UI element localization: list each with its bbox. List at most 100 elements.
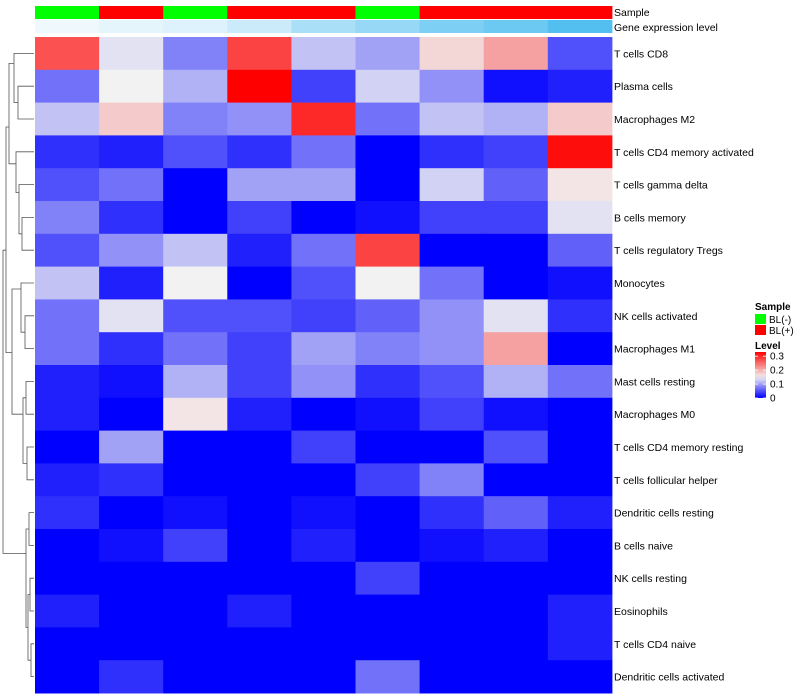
heatmap-cell: [291, 561, 356, 596]
heatmap-cell: [227, 266, 292, 300]
heatmap-cell: [547, 627, 613, 661]
heatmap-cell: [355, 660, 421, 694]
heatmap-cell: [483, 102, 549, 136]
heatmap-cell: [291, 496, 356, 530]
heatmap-cell: [483, 299, 549, 333]
sample-annotation-cell: [227, 6, 292, 19]
heatmap-cell: [99, 266, 164, 300]
dendrogram-branch: [21, 217, 34, 251]
column-annotations: [35, 6, 613, 33]
legend-sample-label: BL(-): [769, 315, 791, 326]
heatmap-cell: [547, 69, 613, 104]
heatmap-cell: [291, 69, 356, 104]
row-label: Plasma cells: [614, 81, 673, 93]
sample-annotation-label: Sample: [614, 7, 650, 19]
dendrogram-branch: [11, 288, 23, 415]
heatmap-cell: [35, 102, 100, 136]
row-label: Mast cells resting: [614, 376, 695, 388]
heatmap-cell: [163, 529, 228, 563]
heatmap-cell: [163, 299, 228, 333]
heatmap-cell: [35, 201, 100, 235]
row-label: Dendritic cells activated: [614, 672, 724, 684]
heatmap-cell: [483, 365, 549, 399]
row-labels: T cells CD8 Plasma cells Macrophages M2 T c…: [614, 48, 754, 683]
heatmap-cell: [419, 266, 485, 300]
heatmap-cell: [99, 102, 164, 136]
heatmap-cell: [99, 496, 164, 530]
legend-sample-swatch: [755, 314, 766, 324]
heatmap-cell: [419, 561, 485, 596]
heatmap-cell: [355, 233, 421, 268]
heatmap-cell: [419, 594, 485, 628]
dendrogram-branch: [22, 397, 27, 464]
heatmap-cell: [547, 102, 613, 136]
heatmap-cell: [163, 233, 228, 268]
heatmap-cell: [419, 233, 485, 268]
heatmap-cell: [419, 102, 485, 136]
heatmap-cell: [99, 299, 164, 333]
heatmap-cell: [291, 463, 356, 497]
heatmap-cell: [99, 660, 164, 694]
heatmap-cell: [99, 37, 164, 71]
dendrogram-branch: [2, 249, 26, 554]
heatmap-cell: [35, 332, 100, 366]
expression-annotation-cell: [355, 20, 421, 33]
heatmap-cell: [291, 102, 356, 136]
heatmap-cell: [355, 594, 421, 628]
heatmap-cell: [227, 627, 292, 661]
heatmap-cell: [355, 463, 421, 497]
heatmap-cell: [291, 397, 356, 432]
heatmap-cell: [547, 430, 613, 464]
dendrogram-branch: [5, 126, 12, 353]
heatmap-cells: [35, 37, 613, 694]
row-label: Macrophages M0: [614, 409, 695, 421]
dendrogram-branch: [15, 151, 34, 193]
sample-annotation-cell: [419, 6, 485, 19]
heatmap-cell: [355, 529, 421, 563]
dendrogram-branch: [27, 594, 31, 661]
legend-level-label: 0.2: [770, 366, 784, 377]
heatmap-cell: [547, 529, 613, 563]
heatmap-cell: [547, 266, 613, 300]
heatmap-cell: [483, 37, 549, 71]
expression-annotation-cell: [163, 20, 228, 33]
heatmap-cell: [547, 37, 613, 71]
heatmap-cell: [419, 529, 485, 563]
heatmap-cell: [291, 332, 356, 366]
heatmap-cell: [483, 233, 549, 268]
heatmap-cell: [291, 135, 356, 169]
heatmap-cell: [355, 430, 421, 464]
legend-sample-swatch: [755, 325, 766, 335]
heatmap-cell: [291, 365, 356, 399]
legend-level-label: 0.3: [770, 352, 784, 363]
heatmap-cell: [227, 594, 292, 628]
heatmap-cell: [35, 561, 100, 596]
heatmap-cell: [163, 430, 228, 464]
heatmap-cell: [419, 397, 485, 432]
legend-level-label: 0.1: [770, 380, 784, 391]
expression-annotation-label: Gene expression level: [614, 22, 718, 34]
heatmap-cell: [419, 332, 485, 366]
heatmap-cell: [355, 496, 421, 530]
heatmap-cell: [35, 233, 100, 268]
heatmap-cell: [355, 37, 421, 71]
legend-level-label: 0: [770, 394, 776, 405]
heatmap-cell: [163, 332, 228, 366]
heatmap-cell: [355, 397, 421, 432]
heatmap-cell: [163, 37, 228, 71]
heatmap-cell: [355, 102, 421, 136]
heatmap-cell: [291, 201, 356, 235]
heatmap-cell: [355, 627, 421, 661]
dendrogram-branch: [25, 381, 34, 415]
expression-annotation-cell: [483, 20, 549, 33]
heatmap-cell: [163, 463, 228, 497]
heatmap-cell: [163, 102, 228, 136]
heatmap-cell: [227, 561, 292, 596]
heatmap-cell: [291, 627, 356, 661]
heatmap-cell: [483, 201, 549, 235]
expression-annotation-cell: [419, 20, 485, 33]
row-label: Monocytes: [614, 278, 665, 290]
heatmap-cell: [355, 561, 421, 596]
heatmap-cell: [547, 168, 613, 202]
heatmap-cell: [35, 135, 100, 169]
